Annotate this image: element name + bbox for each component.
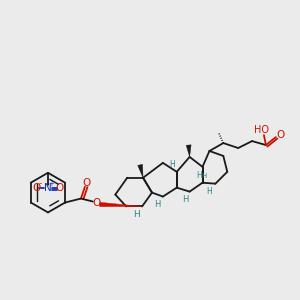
Text: H: H [207,187,212,196]
Text: O: O [83,178,91,188]
Text: H: H [202,173,207,179]
Text: O: O [32,183,40,193]
Polygon shape [138,164,143,178]
Text: O: O [93,199,101,208]
Text: H: H [154,200,160,209]
Text: H: H [133,210,140,219]
Text: H: H [197,171,203,180]
Polygon shape [186,145,191,157]
Polygon shape [100,202,142,207]
Text: O: O [277,130,285,140]
Text: -: - [38,179,41,188]
Text: O: O [56,183,64,193]
Text: H: H [169,160,175,169]
Text: H: H [182,195,189,204]
Text: +: + [48,181,54,187]
Text: HO: HO [254,125,269,135]
Text: N: N [44,183,52,193]
